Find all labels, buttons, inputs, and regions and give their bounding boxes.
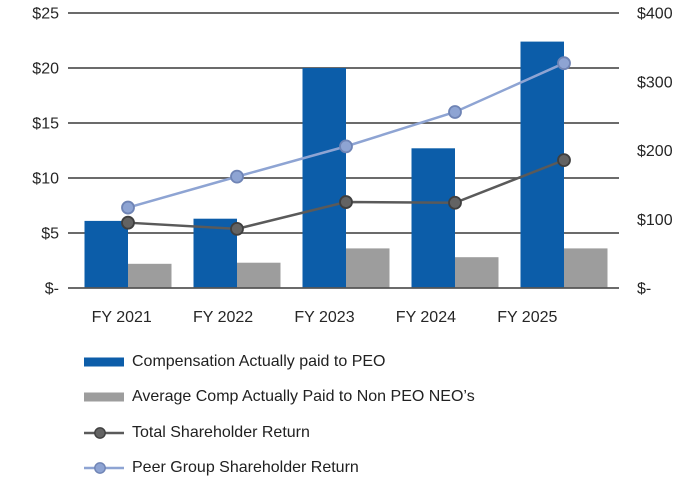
left-axis-tick-label: $10 bbox=[32, 171, 59, 188]
x-axis-category-label: FY 2022 bbox=[193, 309, 253, 326]
x-axis-category-label: FY 2025 bbox=[497, 309, 557, 326]
data-point-marker bbox=[121, 215, 135, 230]
data-point-marker bbox=[121, 200, 135, 215]
bar-peo-comp bbox=[520, 41, 564, 288]
data-point-marker bbox=[448, 195, 462, 210]
legend-item: Total Shareholder Return bbox=[84, 415, 644, 451]
right-axis-tick-label: $100 bbox=[637, 212, 673, 229]
legend-label: Peer Group Shareholder Return bbox=[132, 459, 359, 477]
right-axis-tick-label: $400 bbox=[637, 6, 673, 23]
bar-peo-comp bbox=[193, 218, 237, 288]
data-point-marker bbox=[339, 139, 353, 154]
legend-item: Peer Group Shareholder Return bbox=[84, 451, 644, 478]
x-axis-category-label: FY 2023 bbox=[294, 309, 354, 326]
data-point-marker bbox=[557, 153, 571, 168]
right-axis-tick-label: $- bbox=[637, 281, 651, 298]
combo-chart-plot: $25 $20 $15 $10 $5 $- $400 $300 $200 $100 $- FY 202… bbox=[32, 6, 673, 327]
legend-label: Compensation Actually paid to PEO bbox=[132, 352, 386, 370]
legend-marker-dot bbox=[94, 462, 106, 475]
bar-neo-comp bbox=[564, 248, 608, 288]
data-point-marker bbox=[557, 56, 571, 71]
chart-legend: Compensation Actually paid to PEO Average… bbox=[84, 344, 644, 478]
x-axis-category-label: FY 2021 bbox=[92, 309, 152, 326]
left-axis-tick-label: $25 bbox=[32, 6, 59, 23]
bar-peo-comp bbox=[411, 148, 455, 288]
legend-item: Average Comp Actually Paid to Non PEO NE… bbox=[84, 380, 644, 416]
x-axis-category-label: FY 2024 bbox=[396, 309, 456, 326]
bar-neo-comp bbox=[237, 262, 281, 288]
bar-peo-comp bbox=[302, 68, 346, 288]
data-point-marker bbox=[230, 169, 244, 184]
left-axis-tick-label: $5 bbox=[41, 226, 59, 243]
left-axis-tick-label: $20 bbox=[32, 61, 59, 78]
legend-item: Compensation Actually paid to PEO bbox=[84, 344, 644, 380]
bar-neo-comp bbox=[128, 263, 172, 288]
legend-bar-swatch bbox=[84, 392, 124, 402]
left-axis-tick-label: $- bbox=[45, 281, 59, 298]
legend-line-swatch bbox=[84, 426, 124, 439]
legend-label: Total Shareholder Return bbox=[132, 423, 310, 441]
legend-bar-swatch bbox=[84, 357, 124, 367]
legend-color-block bbox=[84, 357, 124, 367]
bar-neo-comp bbox=[346, 248, 390, 288]
left-axis-tick-label: $15 bbox=[32, 116, 59, 133]
legend-marker-dot bbox=[94, 426, 106, 439]
data-point-marker bbox=[339, 195, 353, 209]
legend-line-swatch bbox=[84, 462, 124, 475]
right-axis-tick-label: $200 bbox=[637, 143, 673, 160]
bar-neo-comp bbox=[455, 257, 499, 288]
data-point-marker bbox=[448, 105, 462, 119]
right-axis-tick-label: $300 bbox=[637, 74, 673, 91]
data-point-marker bbox=[230, 221, 244, 236]
bar-peo-comp bbox=[84, 220, 128, 288]
legend-label: Average Comp Actually Paid to Non PEO NE… bbox=[132, 388, 475, 406]
legend-color-block bbox=[84, 392, 124, 402]
